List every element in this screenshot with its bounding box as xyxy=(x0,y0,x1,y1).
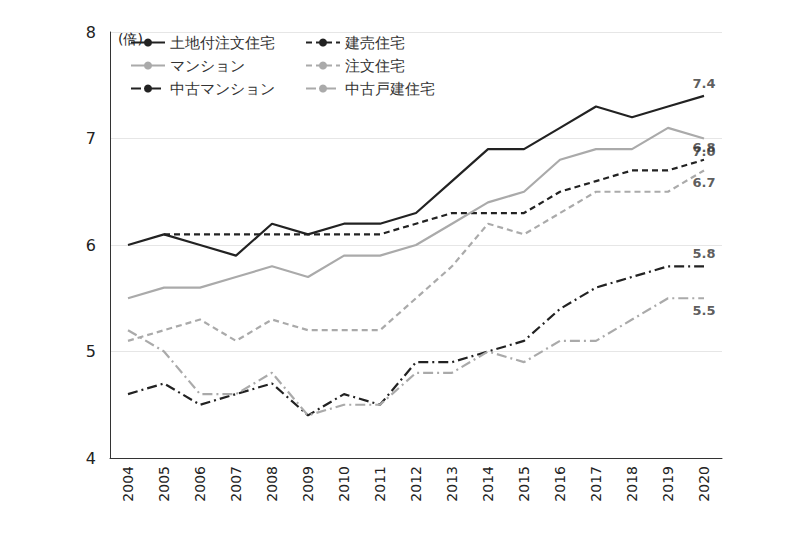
svg-text:2018: 2018 xyxy=(624,466,640,502)
svg-text:7.4: 7.4 xyxy=(692,76,715,91)
svg-text:土地付注文住宅: 土地付注文住宅 xyxy=(170,34,275,52)
svg-text:2019: 2019 xyxy=(660,466,676,502)
svg-text:7: 7 xyxy=(86,129,96,148)
svg-text:2012: 2012 xyxy=(408,466,424,502)
svg-text:注文住宅: 注文住宅 xyxy=(345,57,405,75)
svg-text:2013: 2013 xyxy=(444,466,460,502)
svg-text:2010: 2010 xyxy=(336,466,352,502)
svg-text:4: 4 xyxy=(86,449,96,468)
svg-text:2004: 2004 xyxy=(120,466,136,502)
svg-text:6.7: 6.7 xyxy=(692,175,715,190)
svg-text:2009: 2009 xyxy=(300,466,316,502)
svg-text:2014: 2014 xyxy=(480,466,496,502)
svg-text:中古戸建住宅: 中古戸建住宅 xyxy=(345,80,435,98)
svg-text:マンション: マンション xyxy=(170,57,245,75)
svg-text:中古マンション: 中古マンション xyxy=(170,80,275,98)
svg-text:2008: 2008 xyxy=(264,466,280,502)
svg-text:2015: 2015 xyxy=(516,466,532,502)
svg-text:(倍): (倍) xyxy=(118,31,143,47)
svg-text:5.8: 5.8 xyxy=(692,246,715,261)
svg-text:5: 5 xyxy=(86,342,96,361)
svg-text:2020: 2020 xyxy=(696,466,712,502)
svg-text:建売住宅: 建売住宅 xyxy=(344,34,405,52)
svg-text:6: 6 xyxy=(86,236,96,255)
svg-text:2006: 2006 xyxy=(192,466,208,502)
svg-text:2007: 2007 xyxy=(228,466,244,502)
svg-text:5.5: 5.5 xyxy=(692,303,715,318)
svg-text:8: 8 xyxy=(86,23,96,42)
svg-text:2011: 2011 xyxy=(372,466,388,502)
svg-text:6.8: 6.8 xyxy=(692,140,715,155)
svg-text:2017: 2017 xyxy=(588,466,604,502)
svg-text:2005: 2005 xyxy=(156,466,172,502)
svg-text:2016: 2016 xyxy=(552,466,568,502)
